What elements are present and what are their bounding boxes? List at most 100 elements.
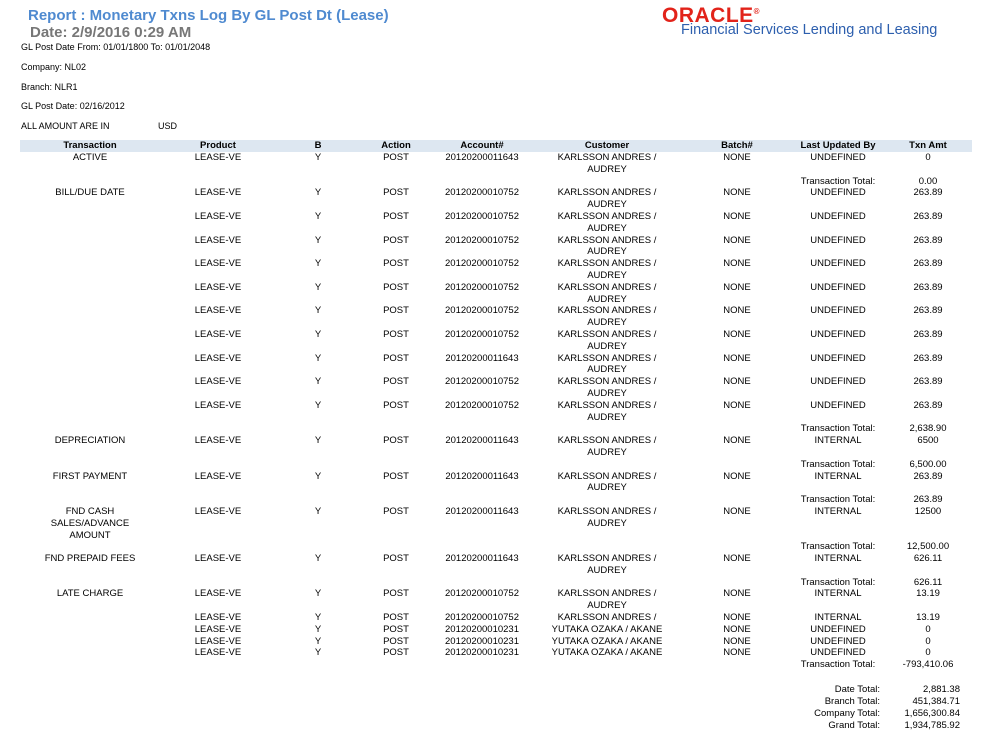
transaction-cell: BILL/DUE DATE xyxy=(20,187,160,211)
total-value: 12,500.00 xyxy=(906,541,950,553)
transaction-cell xyxy=(20,636,160,648)
b-cell: Y xyxy=(314,234,322,246)
product-cell: LEASE-VE xyxy=(194,152,242,163)
action-cell: POST xyxy=(383,435,409,447)
customer-line: KARLSSON ANDRES / xyxy=(557,187,657,199)
txn-row: LEASE-VE Y POST 20120200010752 KARLSSON ANDR… xyxy=(20,282,972,306)
amount-cell: 13.19 xyxy=(916,588,940,600)
customer-cell: KARLSSON ANDRES / xyxy=(532,612,682,624)
batch-cell: NONE xyxy=(723,281,751,293)
transaction-cell: LATE CHARGE xyxy=(20,588,160,612)
transaction-cell xyxy=(20,612,160,624)
action-cell: POST xyxy=(383,553,409,565)
customer-line: KARLSSON ANDRES / xyxy=(557,281,657,293)
batch-cell: NONE xyxy=(723,635,751,647)
summary-row: Company Total: 1,656,300.84 xyxy=(770,708,960,720)
transaction-line: SALES/ADVANCE xyxy=(50,517,130,529)
action-cell: POST xyxy=(383,210,409,222)
action-cell: POST xyxy=(383,305,409,317)
batch-cell: NONE xyxy=(723,505,751,517)
total-row: Transaction Total: 626.11 xyxy=(20,577,972,589)
action-cell: POST xyxy=(383,187,409,199)
action-cell: POST xyxy=(383,612,409,624)
product-cell: LEASE-VE xyxy=(194,210,242,222)
product-cell: LEASE-VE xyxy=(194,399,242,411)
amount-cell: 12500 xyxy=(914,505,942,517)
transaction-cell xyxy=(20,211,160,235)
b-cell: Y xyxy=(314,352,322,364)
updated-by-cell: UNDEFINED xyxy=(810,258,866,270)
b-cell: Y xyxy=(314,647,322,659)
updated-by-cell: INTERNAL xyxy=(814,612,862,624)
total-label: Transaction Total: xyxy=(800,541,876,553)
account-cell: 20120200010752 xyxy=(445,612,519,624)
product-cell: LEASE-VE xyxy=(194,376,242,388)
account-cell: 20120200010231 xyxy=(445,647,519,659)
summary-label: Date Total: xyxy=(834,684,880,695)
account-cell: 20120200010752 xyxy=(445,187,519,199)
total-row: Transaction Total: 6,500.00 xyxy=(20,459,972,471)
product-cell: LEASE-VE xyxy=(194,281,242,293)
column-header: Account# xyxy=(432,140,532,152)
amount-cell: 263.89 xyxy=(913,328,943,340)
customer-cell: KARLSSON ANDRES / AUDREY xyxy=(532,506,682,541)
summary-value: 451,384.71 xyxy=(912,696,960,707)
txn-row: FND PREPAID FEES LEASE-VE Y POST 20120200011… xyxy=(20,553,972,577)
customer-line: KARLSSON ANDRES / xyxy=(557,505,657,517)
customer-line: AUDREY xyxy=(587,564,627,576)
batch-cell: NONE xyxy=(723,588,751,600)
customer-line: AUDREY xyxy=(587,411,627,423)
product-cell: LEASE-VE xyxy=(194,305,242,317)
account-cell: 20120200010231 xyxy=(445,635,519,647)
updated-by-cell: UNDEFINED xyxy=(810,281,866,293)
account-cell: 20120200010231 xyxy=(445,623,519,635)
summary-value: 2,881.38 xyxy=(923,684,960,695)
customer-line: KARLSSON ANDRES / xyxy=(557,612,657,624)
column-header: Transaction xyxy=(20,140,160,152)
txn-row: ACTIVE LEASE-VE Y POST 20120200011643 KARLSSO… xyxy=(20,152,972,176)
customer-line: KARLSSON ANDRES / xyxy=(557,470,657,482)
transaction-cell xyxy=(20,282,160,306)
customer-line: AUDREY xyxy=(587,387,627,399)
total-row: Transaction Total: -793,410.06 xyxy=(20,659,972,671)
updated-by-cell: UNDEFINED xyxy=(810,305,866,317)
product-cell: LEASE-VE xyxy=(194,647,242,659)
batch-cell: NONE xyxy=(723,352,751,364)
b-cell: Y xyxy=(314,210,322,222)
header-row: Transaction Product B Action Account# Custome… xyxy=(20,140,972,152)
customer-cell: KARLSSON ANDRES / AUDREY xyxy=(532,553,682,577)
column-header: B xyxy=(276,140,360,152)
logo-text: ORACLE xyxy=(662,4,754,27)
txn-table: Transaction Product B Action Account# Custome… xyxy=(20,140,972,671)
account-cell: 20120200010752 xyxy=(445,305,519,317)
batch-cell: NONE xyxy=(723,399,751,411)
amount-cell: 0 xyxy=(925,623,931,635)
transaction-cell xyxy=(20,235,160,259)
account-cell: 20120200010752 xyxy=(445,399,519,411)
amount-cell: 263.89 xyxy=(913,376,943,388)
b-cell: Y xyxy=(314,281,322,293)
b-cell: Y xyxy=(314,623,322,635)
batch-cell: NONE xyxy=(723,305,751,317)
customer-line: KARLSSON ANDRES / xyxy=(557,152,657,163)
customer-line: AUDREY xyxy=(587,446,627,458)
total-spacer xyxy=(20,541,792,553)
updated-by-cell: UNDEFINED xyxy=(810,352,866,364)
product-cell: LEASE-VE xyxy=(194,588,242,600)
customer-cell: KARLSSON ANDRES / AUDREY xyxy=(532,282,682,306)
customer-line: AUDREY xyxy=(587,293,627,305)
updated-by-cell: UNDEFINED xyxy=(810,210,866,222)
batch-cell: NONE xyxy=(723,435,751,447)
amount-cell: 0 xyxy=(925,152,931,163)
total-label: Transaction Total: xyxy=(800,494,876,506)
account-cell: 20120200011643 xyxy=(445,470,519,482)
updated-by-cell: INTERNAL xyxy=(814,470,862,482)
amount-cell: 263.89 xyxy=(913,399,943,411)
customer-line: AUDREY xyxy=(587,482,627,494)
txn-row: FIRST PAYMENT LEASE-VE Y POST 20120200011643… xyxy=(20,471,972,495)
report-title: Report : Monetary Txns Log By GL Post Dt… xyxy=(28,7,389,24)
customer-line: AUDREY xyxy=(587,600,627,612)
amount-cell: 263.89 xyxy=(913,258,943,270)
customer-cell: KARLSSON ANDRES / AUDREY xyxy=(532,235,682,259)
customer-cell: KARLSSON ANDRES / AUDREY xyxy=(532,187,682,211)
